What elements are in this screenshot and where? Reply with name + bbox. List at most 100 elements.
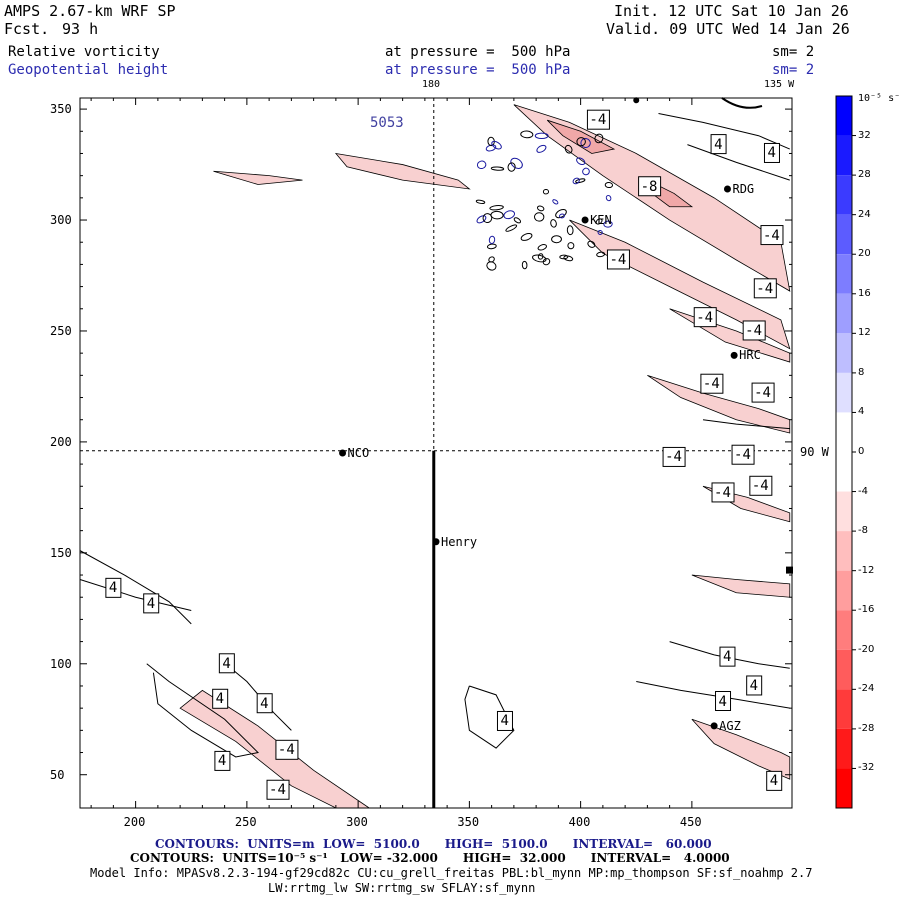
contour-label-box <box>700 373 724 394</box>
colorbar-segment-9 <box>836 452 852 492</box>
y-tick-label: 300 <box>50 213 72 228</box>
colorbar-segment-17 <box>836 768 852 808</box>
contour-label: 4 <box>146 595 156 612</box>
contour-label: 4 <box>108 580 118 597</box>
station-dot-agz <box>710 722 718 730</box>
contour-label: -8 <box>640 178 658 195</box>
colorbar-tick-label: 20 <box>858 248 871 260</box>
noisy-contour-15 <box>476 215 487 224</box>
y-tick-label: 250 <box>50 323 72 338</box>
colorbar-segment-5 <box>836 293 852 334</box>
noisy-contour-16 <box>536 144 547 153</box>
contour-label: -4 <box>269 782 286 799</box>
colorbar-tick-label: -12 <box>858 564 875 576</box>
y-tick-label: 100 <box>50 656 72 671</box>
noisy-contour-5 <box>566 225 574 236</box>
colorbar-segment-0 <box>836 96 852 136</box>
contour-label-box <box>218 653 235 674</box>
contour-label: -4 <box>696 309 714 326</box>
colorbar-tick-label: 8 <box>858 366 865 378</box>
contour-label-box <box>143 593 160 614</box>
lon-90w-label: 90 W <box>800 445 829 459</box>
noisy-contour-25 <box>488 256 495 263</box>
colorbar-tick-label: -24 <box>858 683 875 695</box>
colorbar-tick-label: 28 <box>858 169 871 181</box>
vorticity-band-2 <box>647 374 791 434</box>
contour-label-box <box>212 688 229 709</box>
forecast-label: Fcst. <box>4 20 50 38</box>
noisy-contour-38 <box>521 260 528 270</box>
contour-label: -4 <box>702 376 720 393</box>
lon-180-label: 180 <box>422 79 441 90</box>
contour-label-box <box>256 693 273 714</box>
noisy-contour-40 <box>490 166 505 171</box>
colorbar-segment-11 <box>836 531 852 571</box>
noisy-contour-29 <box>580 138 591 148</box>
contour-label-box <box>760 225 784 246</box>
colorbar-segment-3 <box>836 214 852 255</box>
colorbar-tick-label: 32 <box>858 129 871 141</box>
station-dot-edge <box>633 97 640 104</box>
contour-label-box <box>638 176 662 197</box>
noisy-contour-4 <box>489 205 504 211</box>
noisy-contour-22 <box>559 254 569 260</box>
contour-label: 4 <box>215 691 225 708</box>
station-dot-henry <box>432 538 440 546</box>
contour-label-box <box>266 779 290 800</box>
station-dot-hrc <box>730 351 738 359</box>
noisy-contour-42 <box>594 133 604 144</box>
vorticity-contour-0 <box>79 550 192 625</box>
footer-physics-info: LW:rrtmg_lw SW:rrtmg_sw SFLAY:sf_mynn <box>268 881 536 895</box>
contour-label-box <box>749 475 773 496</box>
x-tick-label: 200 <box>123 815 146 829</box>
x-tick-label: 300 <box>346 815 368 829</box>
vorticity-contour-8 <box>702 419 790 430</box>
contour-label-box <box>731 444 755 465</box>
field2-smoothing: sm= 2 <box>772 62 815 78</box>
noisy-contour-48 <box>559 213 565 219</box>
contour-label: 4 <box>718 693 727 710</box>
station-label-ken: KEN <box>590 213 612 228</box>
colorbar-segment-4 <box>836 254 852 294</box>
contour-label-box <box>719 646 736 667</box>
noisy-contour-6 <box>550 219 557 228</box>
colorbar-segment-7 <box>836 372 852 413</box>
noisy-contour-44 <box>513 217 522 224</box>
contour-label: -4 <box>277 742 295 759</box>
noisy-contour-49 <box>576 137 586 147</box>
contour-label: -4 <box>589 112 607 129</box>
field1-pressure: at pressure = 500 hPa <box>385 44 571 60</box>
colorbar-tick-label: -8 <box>858 525 868 537</box>
colorbar-segment-2 <box>836 175 852 215</box>
noisy-contour-26 <box>533 212 545 222</box>
guide-lines <box>80 97 793 808</box>
contour-line-layer <box>79 113 790 758</box>
contour-label-box <box>763 142 780 163</box>
noisy-contour-14 <box>503 210 516 220</box>
noisy-contour-17 <box>597 229 603 235</box>
station-label-nco: NCO <box>347 446 370 460</box>
vorticity-contour-1 <box>79 578 192 612</box>
x-tick-label: 350 <box>457 815 480 829</box>
noisy-contour-19 <box>486 261 497 271</box>
contour-label-box <box>746 675 763 696</box>
field1-smoothing: sm= 2 <box>772 44 815 60</box>
noisy-contour-2 <box>563 255 574 262</box>
footer-model-info: Model Info: MPASv8.2.3-194-gf29cd82c CU:… <box>90 866 813 880</box>
contour-label-box <box>766 770 783 791</box>
contour-label: -4 <box>756 280 774 297</box>
noisy-contour-41 <box>520 232 533 241</box>
noisy-contour-24 <box>572 177 580 185</box>
noisy-contour-39 <box>596 251 606 258</box>
noisy-contour-28 <box>534 132 549 140</box>
init-time: Init. 12 UTC Sat 10 Jan 26 <box>614 2 849 20</box>
x-tick-label: 450 <box>679 815 702 829</box>
station-dot-nco <box>339 449 347 457</box>
noisy-contour-18 <box>564 144 573 154</box>
contour-label: -4 <box>714 484 731 501</box>
noisy-contour-27 <box>491 140 502 150</box>
noisy-contour-32 <box>482 213 493 224</box>
contour-label-box <box>606 249 630 270</box>
noisy-contour-54 <box>475 199 486 204</box>
